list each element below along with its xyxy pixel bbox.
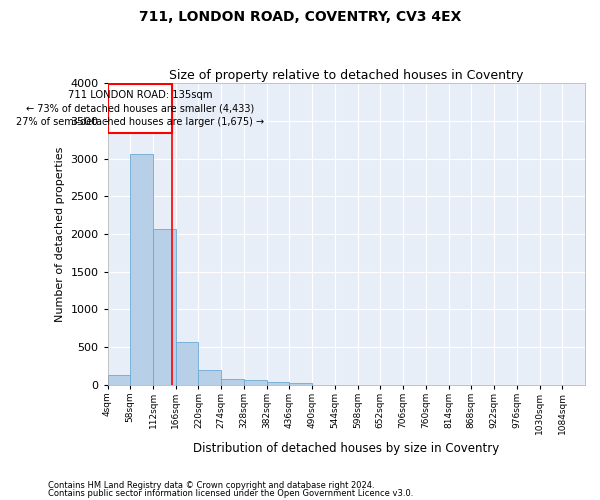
Text: 711, LONDON ROAD, COVENTRY, CV3 4EX: 711, LONDON ROAD, COVENTRY, CV3 4EX — [139, 10, 461, 24]
Bar — [108, 84, 172, 133]
Text: Contains HM Land Registry data © Crown copyright and database right 2024.: Contains HM Land Registry data © Crown c… — [48, 480, 374, 490]
Text: 27% of semi-detached houses are larger (1,675) →: 27% of semi-detached houses are larger (… — [16, 117, 264, 127]
Bar — [244, 380, 266, 384]
Bar — [107, 375, 130, 384]
Text: ← 73% of detached houses are smaller (4,433): ← 73% of detached houses are smaller (4,… — [26, 104, 254, 114]
Y-axis label: Number of detached properties: Number of detached properties — [55, 146, 65, 322]
Title: Size of property relative to detached houses in Coventry: Size of property relative to detached ho… — [169, 69, 523, 82]
Bar — [199, 370, 221, 384]
Bar — [221, 379, 244, 384]
Bar — [176, 342, 199, 384]
Text: Contains public sector information licensed under the Open Government Licence v3: Contains public sector information licen… — [48, 489, 413, 498]
X-axis label: Distribution of detached houses by size in Coventry: Distribution of detached houses by size … — [193, 442, 499, 455]
Bar — [130, 154, 153, 384]
Text: 711 LONDON ROAD: 135sqm: 711 LONDON ROAD: 135sqm — [68, 90, 212, 100]
Bar — [266, 382, 289, 384]
Bar — [289, 383, 312, 384]
Bar — [153, 230, 176, 384]
